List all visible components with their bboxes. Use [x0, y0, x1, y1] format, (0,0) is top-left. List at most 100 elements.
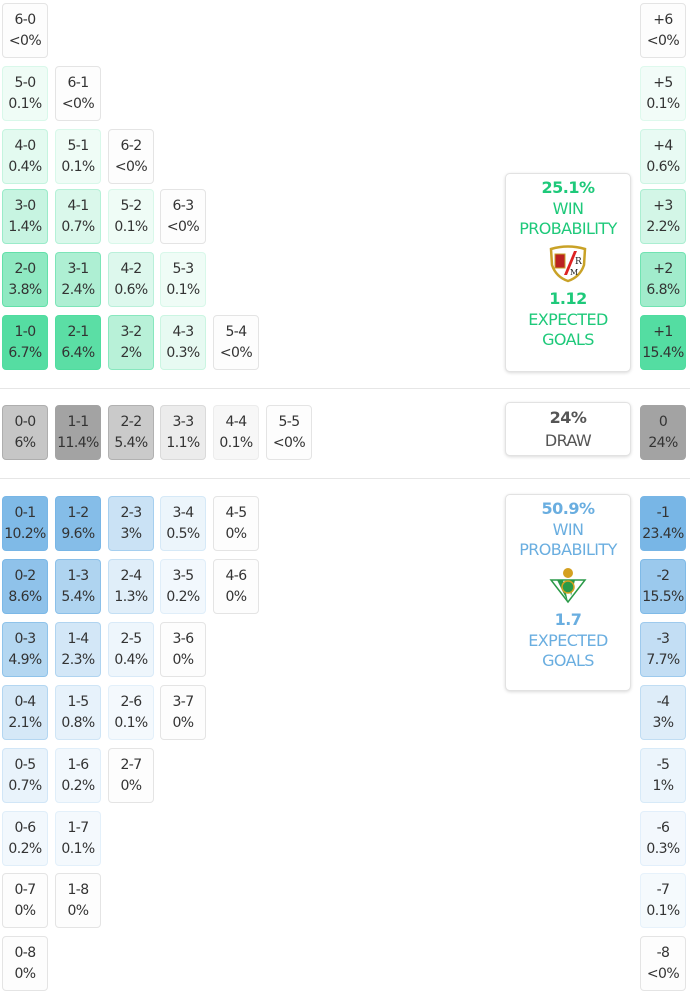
- score-label: +4: [653, 137, 673, 154]
- score-label: 2-2: [120, 413, 142, 430]
- probability-label: 0%: [14, 965, 36, 982]
- probability-label: 2.2%: [646, 218, 680, 235]
- scoreline-cell: 5-1 0.1%: [55, 129, 101, 184]
- scoreline-cell: 1-7 0.1%: [55, 811, 101, 866]
- score-label: 2-7: [120, 756, 142, 773]
- score-label: 0-4: [14, 693, 36, 710]
- scoreline-cell: 4-0 0.4%: [2, 129, 48, 184]
- score-label: 0-8: [14, 944, 36, 961]
- probability-label: 0.1%: [219, 434, 253, 451]
- probability-label: 0.2%: [8, 840, 42, 857]
- probability-label: 0.1%: [646, 95, 680, 112]
- margin-cell: +5 0.1%: [640, 66, 686, 121]
- score-label: 2-5: [120, 630, 142, 647]
- score-label: 4-3: [172, 323, 194, 340]
- probability-label: 0.1%: [8, 95, 42, 112]
- probability-label: 0.6%: [114, 281, 148, 298]
- home-team-logo-icon: R M: [549, 245, 587, 283]
- probability-label: 0.3%: [166, 344, 200, 361]
- score-label: 0-0: [14, 413, 36, 430]
- score-label: 1-3: [67, 567, 89, 584]
- score-label: 3-6: [172, 630, 194, 647]
- probability-label: 0.2%: [166, 588, 200, 605]
- scoreline-cell: 6-1 <0%: [55, 66, 101, 121]
- scoreline-cell: 0-7 0%: [2, 873, 48, 928]
- score-label: 4-2: [120, 260, 142, 277]
- away-win-pct: 50.9%: [541, 499, 595, 518]
- home-win-pct: 25.1%: [541, 178, 595, 197]
- scoreline-cell: 1-8 0%: [55, 873, 101, 928]
- margin-cell: -6 0.3%: [640, 811, 686, 866]
- margin-cell: +2 6.8%: [640, 252, 686, 307]
- scoreline-cell: 1-5 0.8%: [55, 685, 101, 740]
- away-xg: 1.7: [554, 610, 582, 629]
- score-label: 1-8: [67, 881, 89, 898]
- probability-label: 0%: [225, 525, 247, 542]
- probability-label: 1.1%: [166, 434, 200, 451]
- scoreline-cell: 0-8 0%: [2, 936, 48, 991]
- score-label: 5-4: [225, 323, 247, 340]
- margin-cell: -4 3%: [640, 685, 686, 740]
- scoreline-cell: 2-6 0.1%: [108, 685, 154, 740]
- probability-label: 0.6%: [646, 158, 680, 175]
- score-label: 4-0: [14, 137, 36, 154]
- scoreline-cell: 2-0 3.8%: [2, 252, 48, 307]
- score-label: 6-3: [172, 197, 194, 214]
- score-label: 1-2: [67, 504, 89, 521]
- scoreline-cell: 0-1 10.2%: [2, 496, 48, 551]
- probability-label: 5.4%: [114, 434, 148, 451]
- score-label: 2-1: [67, 323, 89, 340]
- scoreline-cell: 3-4 0.5%: [160, 496, 206, 551]
- score-label: 0-3: [14, 630, 36, 647]
- scoreline-cell: 1-4 2.3%: [55, 622, 101, 677]
- scoreline-cell: 5-2 0.1%: [108, 189, 154, 244]
- scoreline-cell: 2-5 0.4%: [108, 622, 154, 677]
- divider: [0, 478, 690, 479]
- probability-label: 11.4%: [57, 434, 99, 451]
- scoreline-cell: 5-0 0.1%: [2, 66, 48, 121]
- score-label: -2: [656, 567, 670, 584]
- score-label: 2-4: [120, 567, 142, 584]
- scoreline-cell: 2-1 6.4%: [55, 315, 101, 370]
- away-win-label: WIN PROBABILITY: [519, 520, 617, 559]
- probability-label: 0.1%: [114, 714, 148, 731]
- draw-pct: 24%: [549, 407, 587, 427]
- divider: [0, 388, 690, 389]
- score-label: 2-0: [14, 260, 36, 277]
- score-label: 3-1: [67, 260, 89, 277]
- probability-label: 23.4%: [642, 525, 684, 542]
- probability-label: <0%: [272, 434, 306, 451]
- probability-label: <0%: [219, 344, 253, 361]
- probability-label: 9.6%: [61, 525, 95, 542]
- margin-cell: +1 15.4%: [640, 315, 686, 370]
- probability-label: 0.1%: [61, 840, 95, 857]
- probability-label: 6%: [14, 434, 36, 451]
- away-team-logo-icon: [549, 568, 587, 604]
- score-label: 3-5: [172, 567, 194, 584]
- scoreline-cell: 0-3 4.9%: [2, 622, 48, 677]
- probability-label: 0.3%: [646, 840, 680, 857]
- probability-label: 0.2%: [61, 777, 95, 794]
- probability-label: <0%: [8, 32, 42, 49]
- scoreline-cell: 3-5 0.2%: [160, 559, 206, 614]
- probability-label: 7.7%: [646, 651, 680, 668]
- score-label: 1-6: [67, 756, 89, 773]
- scoreline-cell: 5-5 <0%: [266, 405, 312, 460]
- margin-cell: +4 0.6%: [640, 129, 686, 184]
- scoreline-cell: 4-6 0%: [213, 559, 259, 614]
- score-label: 0-7: [14, 881, 36, 898]
- score-label: -4: [656, 693, 670, 710]
- score-label: -1: [656, 504, 670, 521]
- scoreline-cell: 1-1 11.4%: [55, 405, 101, 460]
- scoreline-cell: 0-4 2.1%: [2, 685, 48, 740]
- score-label: 0-5: [14, 756, 36, 773]
- score-label: -7: [656, 881, 670, 898]
- scoreline-cell: 1-0 6.7%: [2, 315, 48, 370]
- margin-cell: -8 <0%: [640, 936, 686, 991]
- scoreline-cell: 2-3 3%: [108, 496, 154, 551]
- scoreline-cell: 3-3 1.1%: [160, 405, 206, 460]
- probability-label: 0%: [67, 902, 89, 919]
- probability-label: 4.9%: [8, 651, 42, 668]
- home-xg-label: EXPECTED GOALS: [528, 310, 608, 349]
- margin-cell: -5 1%: [640, 748, 686, 803]
